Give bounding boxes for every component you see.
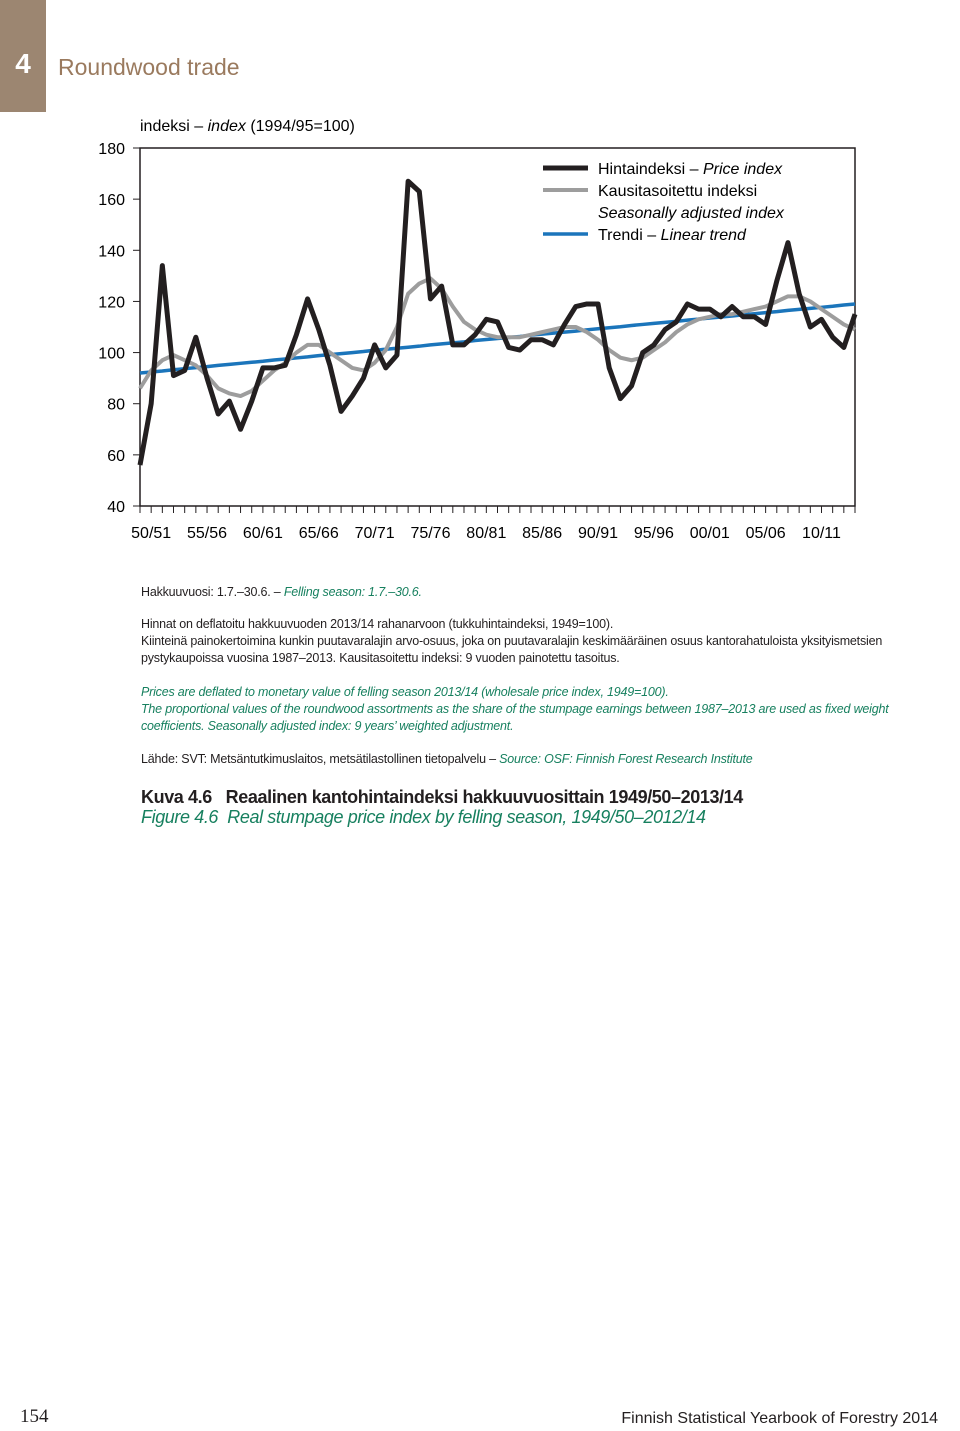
- legend-label-fi: Hintaindeksi –: [598, 161, 699, 178]
- legend-label-en: Linear trend: [661, 227, 747, 244]
- chart: indeksi – index (1994/95=100) 40 60 80 100 1…: [98, 118, 858, 542]
- caption-fi: Kuva 4.6 Reaalinen kantohintaindeksi hak…: [141, 787, 743, 808]
- chapter-title: Roundwood trade: [58, 54, 240, 80]
- note-fi: Hinnat on deflatoitu hakkuuvuoden 2013/1…: [141, 617, 614, 631]
- x-tick-label: 10/11: [802, 525, 841, 542]
- y-tick-label: 100: [98, 346, 125, 363]
- x-tick-label: 05/06: [746, 525, 786, 542]
- page-number: 154: [20, 1406, 49, 1427]
- caption-title: Reaalinen kantohintaindeksi hakkuuvuosit…: [225, 787, 744, 807]
- source-line: Lähde: SVT: Metsäntutkimuslaitos, metsät…: [141, 752, 753, 766]
- y-tick-label: 160: [98, 192, 125, 209]
- x-tick-label: 65/66: [299, 525, 339, 542]
- caption-en: Figure 4.6 Real stumpage price index by …: [141, 807, 706, 828]
- y-label-en: index: [208, 118, 247, 135]
- y-tick-label: 120: [98, 294, 125, 311]
- source-fi: Lähde: SVT: Metsäntutkimuslaitos, metsät…: [141, 752, 496, 766]
- legend-label: Trendi – Linear trend: [598, 227, 747, 244]
- season-fi: Hakkuuvuosi: 1.7.–30.6. –: [141, 585, 281, 599]
- caption-label: Figure 4.6: [141, 807, 219, 827]
- legend-label-en: Price index: [703, 161, 783, 178]
- legend-label: Kausitasoitettu indeksi: [598, 183, 757, 200]
- x-tick-label: 70/71: [355, 525, 395, 542]
- x-tick-label: 50/51: [131, 525, 171, 542]
- legend-label-en: Seasonally adjusted index: [598, 205, 785, 222]
- source-en: Source: OSF: Finnish Forest Research Ins…: [499, 752, 753, 766]
- x-tick-label: 90/91: [578, 525, 618, 542]
- y-label-fi: indeksi –: [140, 118, 203, 135]
- y-tick-label: 180: [98, 141, 125, 158]
- y-axis-label: indeksi – index (1994/95=100): [140, 118, 355, 135]
- season-en: Felling season: 1.7.–30.6.: [283, 585, 422, 599]
- note-fi: Kiinteinä painokertoimina kunkin puutava…: [141, 634, 883, 648]
- note-en: The proportional values of the roundwood…: [141, 702, 889, 716]
- y-tick-label: 60: [107, 448, 125, 465]
- data-line: [138, 276, 856, 399]
- y-tick-label: 80: [107, 397, 125, 414]
- x-tick-label: 55/56: [187, 525, 227, 542]
- chapter-box: [0, 0, 46, 112]
- x-tick-label: 60/61: [243, 525, 283, 542]
- caption-title: Real stumpage price index by felling sea…: [227, 807, 706, 827]
- caption-label: Kuva 4.6: [141, 787, 212, 807]
- x-tick-label: 95/96: [634, 525, 674, 542]
- season-line: Hakkuuvuosi: 1.7.–30.6. – Felling season…: [141, 585, 422, 599]
- note-fi: pystykaupoissa vuosina 1987–2013. Kausit…: [141, 651, 620, 665]
- chapter-number: 4: [15, 48, 31, 79]
- note-en: Prices are deflated to monetary value of…: [141, 685, 669, 699]
- legend-label: Hintaindeksi – Price index: [598, 161, 783, 178]
- x-tick-label: 85/86: [522, 525, 562, 542]
- y-tick-label: 40: [107, 499, 125, 516]
- data-line: [137, 178, 858, 466]
- x-tick-label: 75/76: [410, 525, 450, 542]
- y-label-base: (1994/95=100): [250, 118, 355, 135]
- x-tick-label: 00/01: [690, 525, 730, 542]
- note-en: coefficients. Seasonally adjusted index:…: [141, 719, 514, 733]
- y-tick-label: 140: [98, 243, 125, 260]
- book-title: Finnish Statistical Yearbook of Forestry…: [621, 1410, 938, 1427]
- legend-label-fi: Trendi –: [598, 227, 656, 244]
- x-tick-label: 80/81: [466, 525, 506, 542]
